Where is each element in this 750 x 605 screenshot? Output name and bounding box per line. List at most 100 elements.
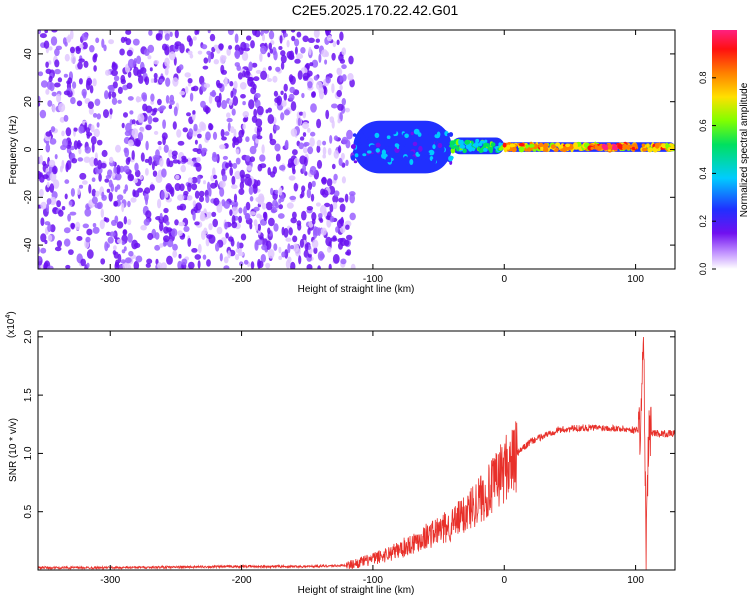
spectrogram-cell xyxy=(333,190,340,197)
spectrogram-cell xyxy=(97,204,101,210)
spectrogram-cell xyxy=(86,228,93,236)
spectrogram-cell xyxy=(201,44,208,50)
spectrogram-cell xyxy=(543,143,549,149)
spectrogram-cell xyxy=(99,219,105,230)
spectrogram-cell xyxy=(506,144,511,150)
spectrogram-cell xyxy=(64,193,68,200)
spectrogram-cell xyxy=(329,135,333,144)
spectrogram-cell xyxy=(319,218,324,223)
spectrogram-cell xyxy=(228,160,232,168)
spectrogram-cell xyxy=(212,167,216,177)
spectrogram-cell xyxy=(191,248,198,253)
spectrogram-cell xyxy=(72,81,77,89)
spectrogram-cell xyxy=(229,167,233,176)
spectrogram-cell xyxy=(245,136,250,143)
spectrogram-cell xyxy=(164,57,170,67)
spectrogram-cell xyxy=(289,195,297,201)
spectrogram-cell xyxy=(46,181,50,188)
spectrogram-cell xyxy=(124,184,128,192)
spectrogram-cell xyxy=(434,138,438,145)
spectrogram-cell xyxy=(437,138,442,142)
spectrogram-cell xyxy=(187,177,193,184)
spectrogram-cell xyxy=(268,217,275,227)
spectrogram-cell xyxy=(341,64,347,70)
spectrogram-cell xyxy=(231,221,238,229)
spectrogram-cell xyxy=(345,107,350,113)
spectrogram-cell xyxy=(153,130,159,135)
spectrogram-cell xyxy=(92,226,100,234)
spectrogram-cell xyxy=(226,47,231,56)
spectrogram-cell xyxy=(39,188,44,197)
spectrogram-cell xyxy=(304,156,308,167)
spectrogram-cell xyxy=(109,108,113,115)
spectrogram-cell xyxy=(288,93,295,101)
figure-title: C2E5.2025.170.22.42.G01 xyxy=(292,2,459,18)
spectrogram-cell xyxy=(253,108,258,118)
spectrogram-cell xyxy=(198,190,205,197)
spectrogram-cell xyxy=(360,144,366,150)
spectrogram-cell xyxy=(324,59,328,65)
spectrogram-x-label: Height of straight line (km) xyxy=(298,284,415,295)
spectrogram-cell xyxy=(51,30,58,33)
spectrogram-cell xyxy=(120,78,127,85)
spectrogram-cell xyxy=(273,50,278,61)
spectrogram-cell xyxy=(137,131,144,142)
spectrogram-cell xyxy=(278,255,283,260)
spectrogram-cell xyxy=(185,86,189,94)
spectrogram-cell xyxy=(63,238,71,247)
spectrogram-cell xyxy=(75,46,81,55)
spectrogram-cell xyxy=(625,144,631,150)
spectrogram-cell xyxy=(190,160,194,167)
spectrogram-cell xyxy=(119,48,125,56)
spectrogram-cell xyxy=(208,123,214,131)
spectrogram-cell xyxy=(293,182,298,192)
spectrogram-cell xyxy=(302,111,307,119)
spectrogram-cell xyxy=(316,159,323,169)
spectrogram-cell xyxy=(304,243,309,252)
spectrogram-cell xyxy=(301,210,307,221)
spectrogram-cell xyxy=(135,255,143,263)
spectrogram-cell xyxy=(251,62,258,68)
spectrogram-cell xyxy=(179,43,185,54)
spectrogram-cell xyxy=(278,187,283,196)
spectrogram-cell xyxy=(123,216,128,225)
snr-y-tick-label: 0.5 xyxy=(23,504,34,518)
spectrogram-cell xyxy=(127,58,135,69)
spectrogram-cell xyxy=(315,38,320,43)
spectrogram-cell xyxy=(250,40,255,49)
spectrogram-cell xyxy=(485,143,490,147)
spectrogram-cell xyxy=(267,249,275,259)
spectrogram-cell xyxy=(181,158,189,163)
spectrogram-cell xyxy=(127,139,134,147)
spectrogram-cell xyxy=(163,144,169,153)
spectrogram-cell xyxy=(364,133,370,138)
spectrogram-cell xyxy=(109,231,116,237)
spectrogram-cell xyxy=(503,146,508,153)
spectrogram-cell xyxy=(76,236,83,241)
spectrogram-cell xyxy=(315,81,323,91)
spectrogram-cell xyxy=(294,46,298,55)
spectrogram-cell xyxy=(100,208,105,218)
spectrogram-cell xyxy=(314,226,320,236)
spectrogram-cell xyxy=(134,169,141,178)
spectrogram-cell xyxy=(121,122,125,129)
spectrogram-cell xyxy=(259,154,266,162)
spectrogram-cell xyxy=(107,85,114,90)
spectrogram-cell xyxy=(52,104,56,113)
spectrogram-y-tick-label: -20 xyxy=(23,190,34,205)
spectrogram-cell xyxy=(89,85,94,94)
spectrogram-cell xyxy=(45,88,50,95)
spectrogram-cell xyxy=(222,55,227,61)
spectrogram-cell xyxy=(113,245,117,251)
spectrogram-cell xyxy=(450,147,456,154)
spectrogram-cell xyxy=(124,257,132,264)
spectrogram-cell xyxy=(298,142,305,150)
spectrogram-cell xyxy=(145,140,149,151)
spectrogram-cell xyxy=(345,159,349,166)
spectrogram-cell xyxy=(308,46,312,56)
spectrogram-cell xyxy=(223,265,230,269)
spectrogram-cell xyxy=(237,72,243,80)
spectrogram-cell xyxy=(135,96,142,103)
spectrogram-cell xyxy=(441,146,445,153)
